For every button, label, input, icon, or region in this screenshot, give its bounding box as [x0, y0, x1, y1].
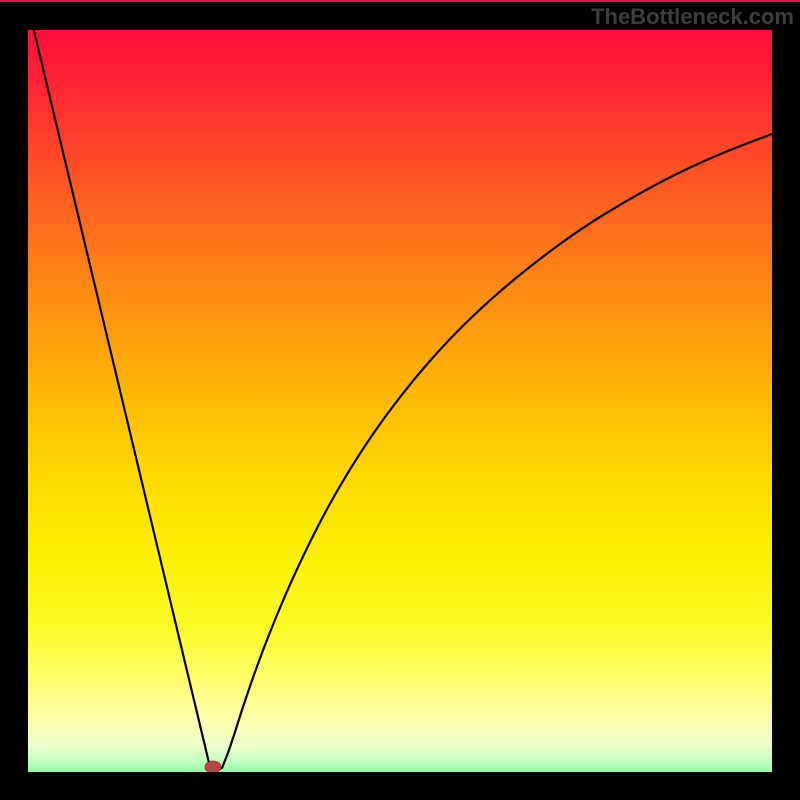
chart-container: TheBottleneck.com: [0, 0, 800, 800]
valley-marker: [205, 761, 221, 773]
curve-layer: [0, 0, 800, 800]
bottleneck-curve: [29, 10, 772, 769]
attribution-text: TheBottleneck.com: [591, 4, 794, 30]
